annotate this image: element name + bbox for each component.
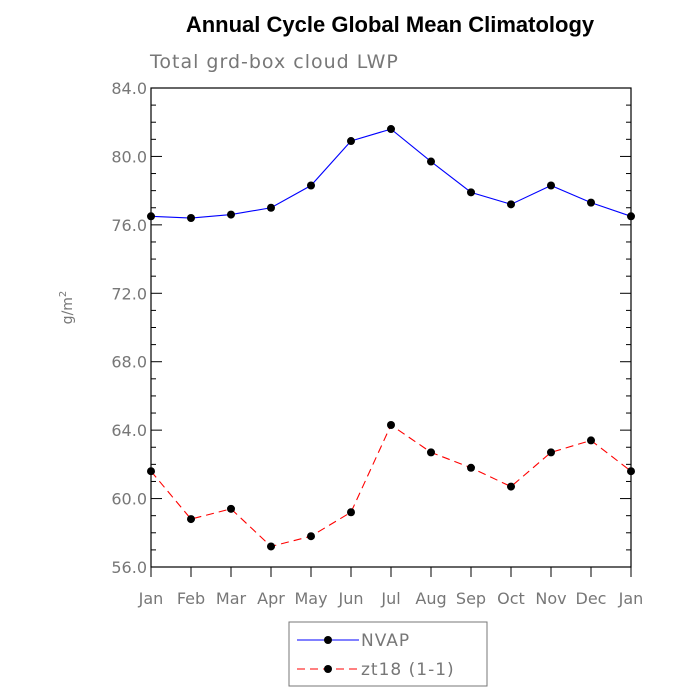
series-line-1 [150,424,632,548]
y-tick-label: 60.0 [111,490,147,509]
legend-marker [324,665,332,673]
y-tick-label: 72.0 [111,284,147,303]
data-point [427,448,435,457]
data-point [547,448,555,457]
axis-ticks [150,87,632,577]
x-tick-label: Dec [576,589,607,608]
y-axis-label: g/m2 [58,291,76,325]
x-tick-label: Nov [535,589,566,608]
chart-subtitle: Total grd-box cloud LWP [149,51,399,73]
data-point [627,467,635,476]
y-tick-label: 64.0 [111,421,147,440]
data-point [267,542,275,551]
data-point [507,200,515,209]
legend-label: zt18 (1-1) [361,660,455,680]
x-tick-label: Jan [618,589,644,608]
y-tick-label: 56.0 [111,558,147,577]
y-tick-label: 84.0 [111,79,147,98]
data-point [227,210,235,219]
series-line-0 [150,128,632,219]
data-point [187,515,195,524]
data-point [307,181,315,190]
data-point [267,203,275,212]
legend-box [288,621,488,687]
chart-title: Annual Cycle Global Mean Climatology [186,12,595,37]
x-tick-label: Jun [338,589,364,608]
legend: NVAP zt18 (1-1) [288,621,488,687]
x-tick-label: Sep [456,589,486,608]
data-point [587,198,595,207]
legend-label: NVAP [361,631,410,651]
x-tick-label: Apr [257,589,285,608]
data-point [587,436,595,445]
data-point [507,482,515,491]
axis-tick-labels: 56.0 60.0 64.0 68.0 72.0 76.0 80.0 84.0 Jan Feb Ma… [111,79,643,608]
x-tick-label: Mar [216,589,247,608]
y-axis-label-text: g/m2 [58,291,76,325]
x-tick-label: May [294,589,327,608]
data-point [387,125,395,134]
y-tick-label: 76.0 [111,216,147,235]
legend-marker [324,636,332,644]
y-tick-label: 80.0 [111,147,147,166]
data-point [627,212,635,221]
data-point [347,137,355,146]
plot-frame [150,87,632,568]
data-point [227,504,235,513]
data-point [347,508,355,517]
data-point [187,214,195,223]
data-point [147,467,155,476]
y-tick-label: 68.0 [111,353,147,372]
series-markers [147,125,635,551]
x-tick-label: Feb [177,589,205,608]
data-point [467,463,475,472]
x-tick-label: Jul [380,589,400,608]
x-tick-label: Jan [138,589,164,608]
x-tick-label: Aug [415,589,446,608]
data-point [147,212,155,221]
data-point [467,188,475,197]
series-lines [150,128,632,548]
x-tick-label: Oct [497,589,525,608]
data-point [427,157,435,166]
data-point [387,421,395,430]
data-point [547,181,555,190]
data-point [307,532,315,541]
